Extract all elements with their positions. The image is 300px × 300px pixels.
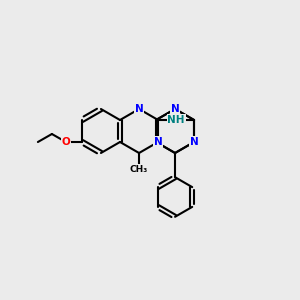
Text: CH₃: CH₃ [130,164,148,173]
Text: N: N [171,104,179,114]
Text: O: O [61,137,70,147]
Text: N: N [135,104,143,114]
Text: N: N [154,137,163,147]
Text: NH: NH [167,115,185,125]
Text: N: N [190,137,199,147]
